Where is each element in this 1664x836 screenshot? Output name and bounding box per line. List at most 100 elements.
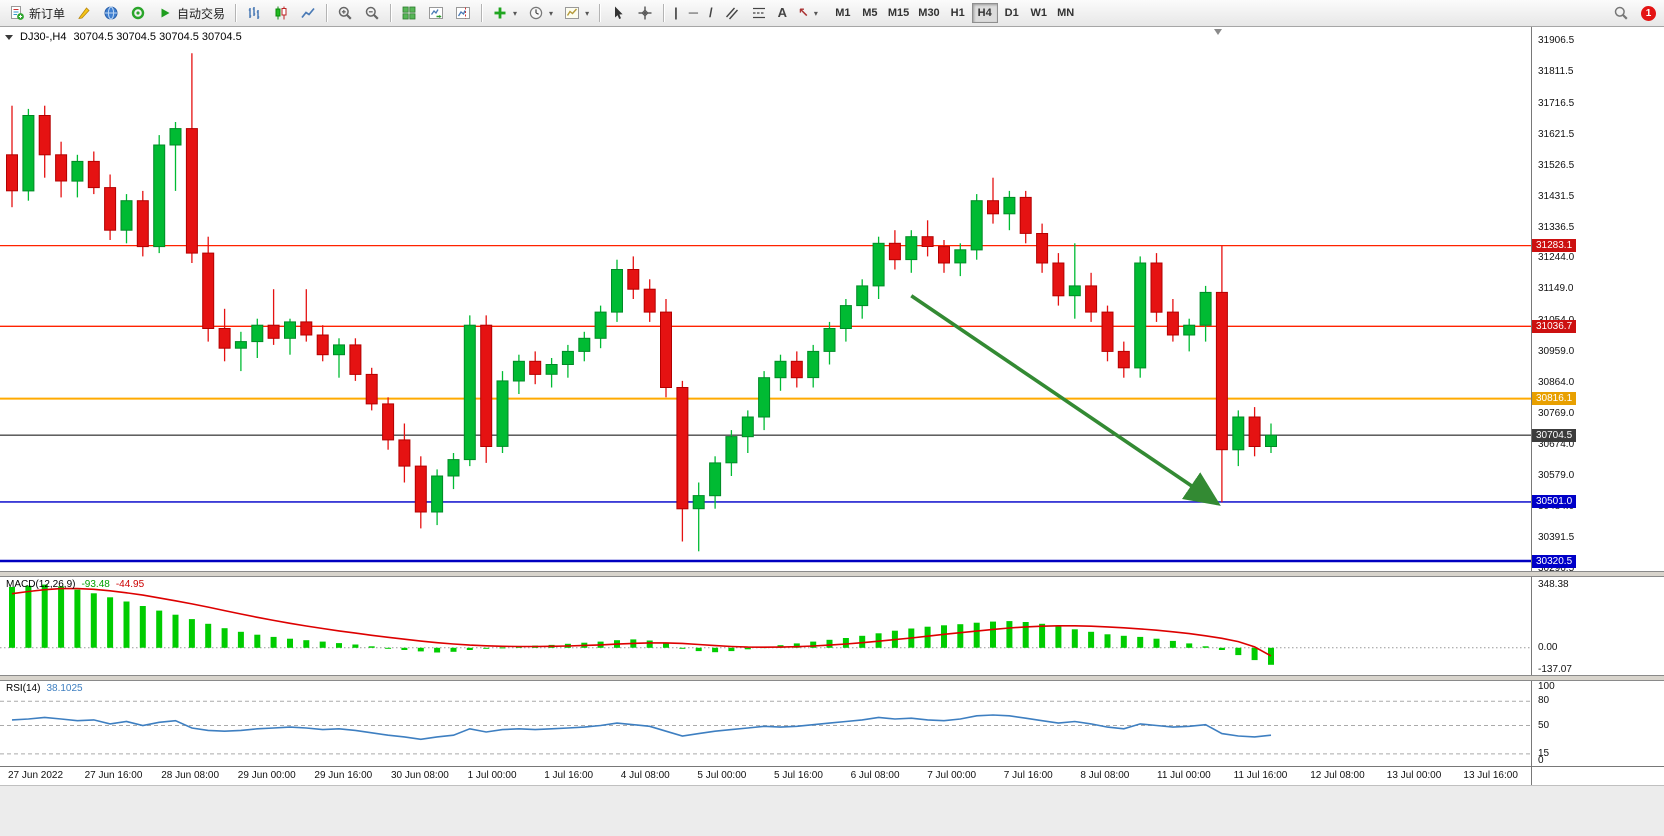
vertical-line-tool-button[interactable]: | [669, 2, 683, 24]
timeframe-h4-button[interactable]: H4 [971, 3, 998, 23]
rsi-axis-label: 100 [1538, 681, 1555, 692]
time-axis-label: 27 Jun 16:00 [84, 770, 143, 781]
line-chart-button[interactable] [295, 2, 321, 24]
macd-axis-label: 0.00 [1538, 641, 1558, 653]
time-axis-label: 29 Jun 16:00 [314, 770, 373, 781]
timeframe-m15-button[interactable]: M15 [884, 3, 913, 23]
timeframe-m5-button[interactable]: M5 [857, 3, 883, 23]
zoom-out-icon [365, 6, 379, 20]
time-axis-label: 27 Jun 2022 [8, 770, 64, 781]
toolbar-separator [599, 4, 601, 22]
search-button[interactable] [1608, 2, 1634, 24]
chart-menu-icon[interactable] [5, 34, 13, 40]
templates-button[interactable]: ▾ [559, 2, 594, 24]
macd-axis-label: 348.38 [1538, 578, 1569, 590]
timeframe-w1-button[interactable]: W1 [1026, 3, 1052, 23]
bar-chart-button[interactable] [241, 2, 267, 24]
timeframe-h1-button[interactable]: H1 [945, 3, 971, 23]
timeframe-d1-button[interactable]: D1 [999, 3, 1025, 23]
trend-arrow[interactable] [910, 294, 1221, 506]
play-icon [161, 8, 170, 18]
candlestick-chart-icon [275, 6, 287, 20]
price-axis-label: 30769.0 [1538, 408, 1575, 420]
price-axis-label: 31149.0 [1538, 283, 1574, 295]
price-axis-label: 30959.0 [1538, 345, 1575, 357]
arrows-tool-button[interactable]: ↖ ▾ [793, 2, 823, 24]
time-axis-label: 6 Jul 08:00 [850, 770, 900, 781]
rsi-axis[interactable]: 100 80 50 15 0 [1532, 681, 1664, 766]
bar-chart-icon [248, 7, 260, 19]
text-tool-button[interactable]: A [773, 2, 792, 24]
price-axis[interactable]: 31906.5 31811.5 31716.5 31621.5 31526.5 31431… [1532, 27, 1664, 571]
price-axis-label: 31336.5 [1538, 222, 1575, 234]
timeframe-mn-button[interactable]: MN [1053, 3, 1079, 23]
auto-scroll-icon [429, 7, 444, 19]
metaeditor-button[interactable] [71, 2, 97, 24]
tile-windows-button[interactable] [396, 2, 422, 24]
rsi-plot[interactable]: RSI(14) 38.1025 [0, 681, 1532, 766]
rsi-chart [0, 700, 1531, 755]
macd-axis[interactable]: 348.38 0.00 -137.07 [1532, 577, 1664, 675]
rsi-axis-label: 50 [1538, 719, 1550, 731]
price-axis-label: 30864.0 [1538, 376, 1575, 388]
notification-badge[interactable]: 1 [1641, 5, 1656, 21]
time-axis-label: 4 Jul 08:00 [620, 770, 670, 781]
periods-button[interactable]: ▾ [523, 2, 558, 24]
candles [6, 53, 1277, 552]
macd-plot[interactable]: MACD(12,26,9) -93.48 -44.95 [0, 577, 1532, 675]
zoom-out-button[interactable] [359, 2, 385, 24]
candlestick-chart [0, 53, 1531, 563]
chart-shift-marker[interactable] [1214, 29, 1222, 35]
community-button[interactable] [125, 2, 151, 24]
price-line-badge: 30816.1 [1532, 392, 1577, 406]
zoom-in-button[interactable] [332, 2, 358, 24]
rsi-line [11, 714, 1272, 741]
rsi-value: 38.1025 [46, 683, 83, 694]
time-axis-label: 13 Jul 16:00 [1463, 770, 1518, 781]
toolbar-separator [326, 4, 328, 22]
timeframe-m1-button[interactable]: M1 [830, 3, 856, 23]
hosting-button[interactable] [98, 2, 124, 24]
rsi-axis-label: 80 [1538, 695, 1550, 707]
cursor-button[interactable] [605, 2, 631, 24]
auto-scroll-button[interactable] [423, 2, 449, 24]
candlestick-chart-button[interactable] [268, 2, 294, 24]
chart-shift-button[interactable] [450, 2, 476, 24]
autotrading-button[interactable]: 自动交易 [152, 2, 230, 24]
channel-tool-button[interactable] [719, 2, 745, 24]
metaeditor-icon [78, 7, 90, 20]
time-axis[interactable]: 27 Jun 2022 27 Jun 16:00 28 Jun 08:00 29 Ju… [0, 767, 1532, 785]
price-axis-label: 30391.5 [1538, 531, 1575, 543]
time-axis-label: 30 Jun 08:00 [391, 770, 449, 781]
chart-plot[interactable]: DJ30-,H4 30704.5 30704.5 30704.5 30704.5 [0, 27, 1532, 571]
macd-signal-value: -44.95 [115, 579, 145, 590]
zoom-in-icon [338, 6, 352, 20]
timeframe-m30-button[interactable]: M30 [914, 3, 943, 23]
panel-separator[interactable] [0, 675, 1664, 681]
new-order-icon [11, 6, 24, 20]
time-axis-label: 1 Jul 16:00 [544, 770, 594, 781]
toolbar-separator [481, 4, 483, 22]
price-axis-label: 31526.5 [1538, 159, 1575, 171]
dropdown-caret-icon: ▾ [813, 8, 818, 18]
horizontal-line-icon: ─ [688, 5, 698, 20]
trendline-tool-button[interactable]: / [704, 2, 718, 24]
panel-separator[interactable] [0, 571, 1664, 577]
time-axis-label: 5 Jul 16:00 [774, 770, 823, 781]
crosshair-button[interactable] [632, 2, 658, 24]
macd-chart [0, 584, 1531, 665]
bottom-strip [0, 785, 1664, 836]
chart-symbol-period: DJ30-,H4 [20, 31, 67, 43]
globe-icon [104, 6, 118, 20]
time-axis-label: 13 Jul 00:00 [1386, 770, 1442, 781]
price-line-badge: 31283.1 [1532, 239, 1577, 253]
macd-main-value: -93.48 [81, 579, 110, 590]
price-axis-label: 31906.5 [1538, 35, 1575, 47]
indicators-add-icon [494, 7, 506, 19]
new-order-button[interactable]: 新订单 [4, 2, 70, 24]
indicators-button[interactable]: ▾ [487, 2, 522, 24]
horizontal-line-tool-button[interactable]: ─ [684, 2, 703, 24]
timeframe-group: M1 M5 M15 M30 H1 H4 D1 W1 MN [830, 3, 1079, 23]
fibonacci-tool-button[interactable] [746, 2, 772, 24]
chart-shift-icon [456, 7, 471, 19]
